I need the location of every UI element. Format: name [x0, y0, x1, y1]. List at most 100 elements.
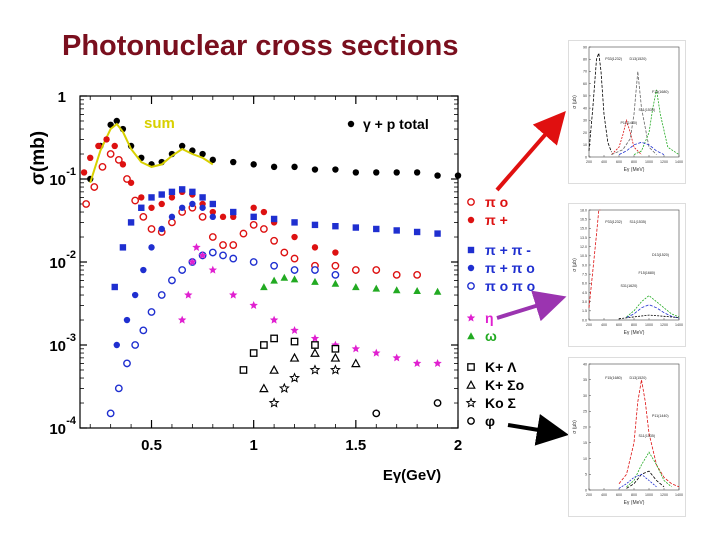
inset-x-tick-label: 400	[601, 323, 607, 327]
data-point-item	[270, 215, 278, 223]
inset-y-tick-label: 15.0	[580, 227, 587, 231]
data-point-item	[269, 315, 279, 324]
data-point-o	[123, 316, 131, 324]
inset-y-tick-label: 0	[585, 488, 587, 492]
data-point-k-o	[269, 364, 279, 374]
data-point-p-total	[230, 158, 237, 166]
legend-label: K+ Σo	[485, 377, 524, 393]
data-point-item	[111, 283, 118, 291]
data-point-k	[331, 344, 340, 353]
inset-annotation: S11(1535)	[630, 220, 647, 224]
x-axis-label: Eγ(GeV)	[383, 467, 441, 484]
inset-y-tick-label: 40	[583, 106, 587, 110]
data-point-item	[184, 290, 193, 299]
legend-marker	[467, 264, 475, 272]
legend-label: Ko Σ	[485, 395, 516, 411]
legend-item-item: φ	[467, 413, 495, 429]
data-point-p-total	[352, 169, 360, 176]
inset-curve	[626, 295, 680, 318]
legend-label: γ + p total	[363, 116, 429, 132]
data-point-o	[209, 213, 217, 221]
data-point-o-o	[168, 276, 176, 285]
data-point-item	[433, 287, 442, 295]
series-ko	[268, 364, 341, 408]
legend-marker	[467, 332, 475, 340]
data-point-item	[209, 208, 217, 216]
data-point-o	[351, 266, 360, 274]
data-point-o-o	[157, 291, 166, 299]
inset-annotation: D13(1520)	[652, 253, 669, 257]
inset-y-tick-label: 18.0	[580, 208, 587, 212]
inset-annotation: P33(1232)	[605, 220, 622, 224]
data-point-item	[209, 200, 217, 208]
data-point-item	[127, 219, 135, 226]
legend-marker	[466, 379, 476, 389]
data-point-p-total	[199, 150, 206, 158]
y-tick-exponent: -2	[66, 249, 76, 261]
data-point-item	[332, 222, 339, 230]
data-point-item	[192, 242, 201, 251]
data-point-item	[119, 244, 127, 251]
inset-y-tick-label: 40	[583, 362, 587, 366]
data-point-o	[90, 183, 99, 191]
inset-y-tick-label: 20	[583, 425, 587, 429]
inset-y-tick-label: 10.5	[580, 254, 587, 258]
inset-x-tick-label: 1200	[660, 323, 668, 327]
x-tick-label: 1.5	[345, 437, 366, 454]
inset-x-tick-label: 1200	[660, 160, 668, 164]
inset-y-tick-label: 13.5	[580, 236, 587, 240]
data-point-ko	[309, 364, 321, 375]
legend-marker	[347, 120, 355, 128]
data-point-p-total	[434, 172, 441, 179]
data-point-item	[352, 224, 360, 231]
data-point-o-o	[290, 266, 299, 274]
inset-curve	[618, 473, 657, 489]
legend-item-o-o: π o π o	[467, 278, 535, 294]
inset-x-tick-label: 200	[586, 160, 592, 164]
data-point-item	[189, 188, 196, 196]
data-point-item	[290, 275, 299, 283]
y-tick-exponent: -3	[66, 332, 76, 344]
inset-y-tick-label: 25	[583, 410, 587, 414]
data-point-item	[250, 213, 257, 221]
data-point-o	[113, 341, 120, 349]
data-point-item	[311, 221, 319, 229]
inset-annotation: F15(1680)	[605, 376, 622, 380]
data-point-p-total	[113, 117, 120, 125]
data-point-o	[168, 218, 176, 227]
data-point-o	[280, 248, 289, 257]
inset-annotation: D13(1520)	[630, 376, 647, 380]
legend-label: φ	[485, 413, 495, 429]
data-point-item	[351, 344, 361, 353]
data-point-item	[413, 228, 421, 236]
legend-label: π o	[485, 194, 508, 210]
data-point-ko	[329, 364, 341, 375]
data-point-item	[372, 348, 381, 357]
data-point-p-total	[332, 166, 339, 173]
inset-curve	[626, 451, 672, 488]
data-point-o	[331, 261, 340, 270]
data-point-o	[208, 233, 217, 241]
data-point-o-o	[229, 254, 238, 263]
inset-frame	[588, 209, 680, 321]
data-point-p-total	[250, 161, 257, 168]
legend-label: π o π o	[485, 278, 535, 294]
data-point-item	[230, 208, 237, 216]
legend-marker	[467, 198, 475, 206]
y-tick-label: 10	[49, 172, 66, 189]
inset-y-axis-label: σ (μb)	[572, 420, 578, 434]
legend-marker	[467, 363, 475, 371]
data-point-o	[139, 212, 148, 221]
data-point-item	[208, 265, 217, 274]
inset-curve	[588, 209, 601, 308]
inset-x-tick-label: 600	[616, 493, 622, 497]
data-point-item	[95, 142, 102, 150]
data-point-item	[111, 142, 118, 150]
data-point-p-total	[178, 142, 186, 150]
data-point-k-o	[259, 383, 269, 393]
data-point-item	[229, 290, 238, 299]
data-point-item	[168, 194, 176, 201]
data-point-p-total	[393, 169, 400, 176]
data-point-item	[412, 359, 422, 367]
data-point-o	[229, 241, 238, 249]
